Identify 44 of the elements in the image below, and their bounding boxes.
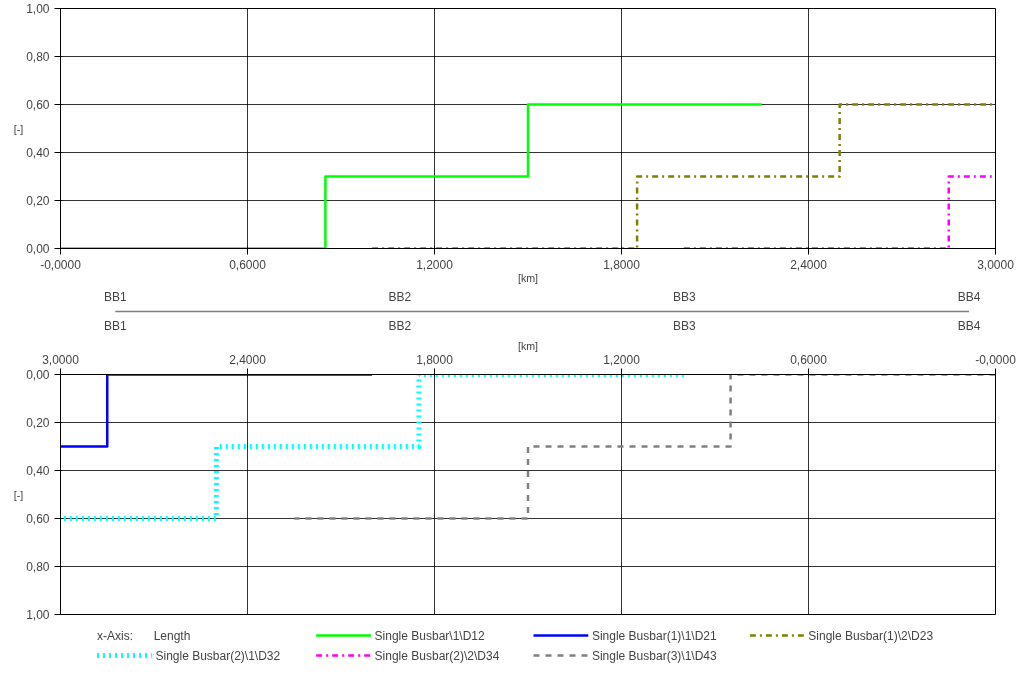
legend-label: Single Busbar(1)\2\D23 — [808, 628, 934, 643]
y-tick-label: 0,40 — [26, 464, 50, 478]
x-tick-label: 1,2000 — [416, 257, 454, 272]
text: x-Axis: — [97, 628, 134, 643]
x-axis-title: [km] — [517, 339, 539, 352]
y-axis-title: [-] — [13, 488, 24, 501]
y-axis-title: [-] — [13, 122, 24, 135]
category-label: BB1 — [103, 290, 127, 304]
y-tick-label: 0,40 — [26, 146, 50, 160]
x-tick-label: 0,6000 — [790, 352, 828, 367]
category-label: BB3 — [673, 290, 697, 304]
y-tick-label: 0,20 — [26, 416, 50, 430]
y-tick-label: 0,60 — [26, 98, 50, 112]
legend-label: Single Busbar(2)\1\D32 — [155, 648, 281, 663]
y-tick-label: 0,00 — [26, 368, 50, 382]
x-tick-label: 3,0000 — [42, 352, 80, 367]
legend-label: Single Busbar(2)\2\D34 — [374, 648, 500, 663]
y-tick-label: 1,00 — [26, 608, 50, 622]
x-tick-label: 3,0000 — [977, 257, 1015, 272]
x-axis-title: [km] — [517, 271, 539, 284]
y-tick-label: 0,80 — [26, 50, 50, 64]
x-tick-label: 1,8000 — [416, 352, 454, 367]
y-tick-label: 0,80 — [26, 560, 50, 574]
legend-label: Single Busbar(3)\1\D43 — [591, 648, 717, 663]
y-tick-label: 1,00 — [26, 2, 50, 16]
legend-label: Single Busbar(1)\1\D21 — [591, 628, 717, 643]
category-label: BB2 — [388, 290, 412, 304]
category-label: BB2 — [388, 319, 412, 333]
y-tick-label: 0,60 — [26, 512, 50, 526]
category-label: BB4 — [957, 319, 981, 333]
category-label: BB3 — [673, 319, 696, 333]
x-tick-label: 0,6000 — [229, 257, 267, 272]
y-tick-label: 0,00 — [26, 242, 50, 256]
x-tick-label: 1,2000 — [603, 352, 641, 367]
category-label: BB1 — [103, 319, 127, 333]
text: Length — [153, 628, 191, 643]
y-tick-label: 0,20 — [26, 194, 50, 208]
x-tick-label: -0,0000 — [975, 352, 1017, 367]
x-tick-label: 1,8000 — [603, 257, 641, 272]
category-label: BB4 — [957, 290, 981, 304]
legend-label: Single Busbar\1\D12 — [374, 628, 485, 643]
x-tick-label: 2,4000 — [229, 352, 267, 367]
x-tick-label: 2,4000 — [790, 257, 828, 272]
x-tick-label: -0,0000 — [40, 257, 82, 272]
